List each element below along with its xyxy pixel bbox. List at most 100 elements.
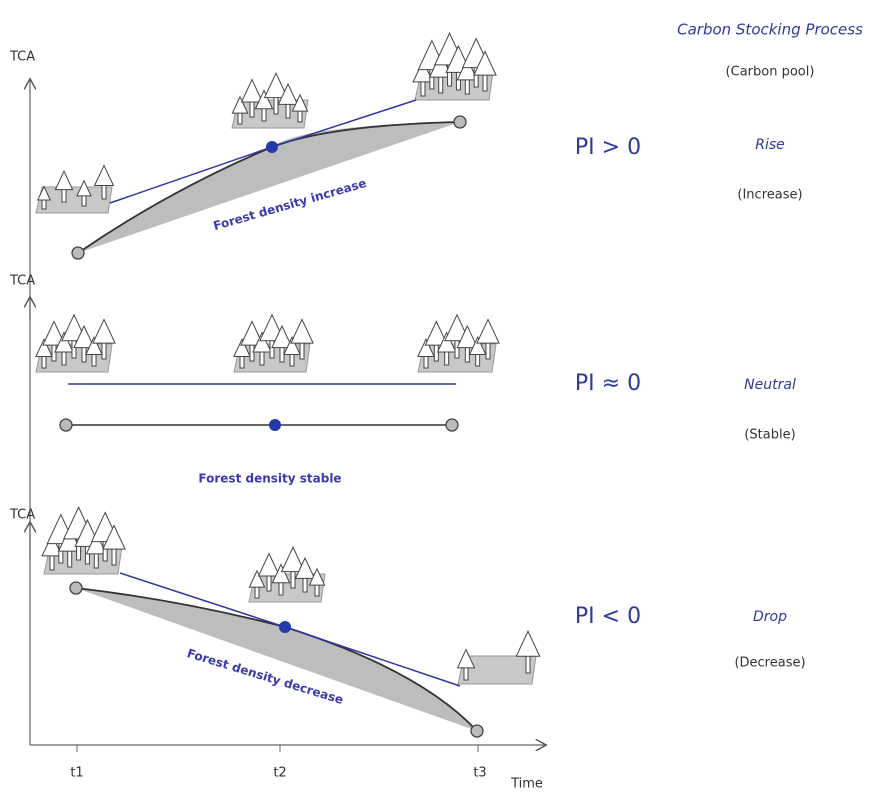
tree — [102, 524, 126, 550]
index: PI > 0 — [575, 135, 641, 160]
tree — [515, 630, 541, 657]
x-tick-label: t1 — [70, 766, 83, 781]
meaning: (Decrease) — [734, 656, 805, 671]
tree — [417, 338, 435, 357]
axis-label: TCA — [9, 274, 35, 289]
trunk — [273, 95, 279, 115]
tree — [76, 179, 92, 197]
tree — [54, 331, 74, 353]
tree — [240, 320, 264, 346]
trunk — [423, 354, 429, 369]
annotation: Forest density stable — [198, 472, 341, 486]
shaded-area — [78, 122, 460, 253]
tree — [412, 59, 434, 83]
point — [266, 141, 278, 153]
process: Drop — [753, 609, 787, 625]
trunk — [290, 569, 296, 589]
trunk — [463, 665, 469, 681]
trunk — [475, 352, 481, 367]
tree — [257, 552, 281, 577]
tree — [93, 164, 115, 187]
subtitle: (Carbon pool) — [726, 65, 815, 80]
x-axis-label: Time — [510, 777, 543, 792]
tree — [436, 331, 457, 353]
tree — [456, 57, 478, 81]
trunk — [93, 551, 99, 569]
point — [445, 418, 459, 432]
tree — [468, 336, 487, 355]
tree — [280, 546, 306, 573]
tree — [85, 531, 107, 555]
tree — [41, 533, 63, 557]
trunk — [266, 573, 272, 592]
meaning: (Stable) — [744, 428, 795, 443]
trunk — [464, 77, 470, 95]
trunk — [61, 349, 67, 366]
process: Rise — [755, 137, 785, 153]
trunk — [482, 72, 488, 92]
tree — [277, 82, 299, 105]
trunk — [279, 345, 285, 363]
trunk — [302, 576, 308, 593]
tree — [254, 89, 274, 110]
trunk — [81, 345, 87, 363]
x-tick-label: t2 — [273, 766, 286, 781]
trunk — [444, 349, 450, 366]
trunk — [111, 546, 117, 566]
trunk — [249, 99, 255, 118]
trunk — [454, 338, 460, 359]
trunk — [261, 106, 267, 122]
tree — [476, 318, 500, 344]
trunk — [101, 183, 107, 200]
tree — [263, 72, 289, 99]
point — [69, 581, 83, 595]
trunk — [525, 653, 531, 674]
trunk — [269, 338, 275, 359]
trunk — [464, 345, 470, 363]
trunk — [299, 340, 305, 360]
tree — [42, 320, 66, 346]
trunk — [420, 79, 426, 97]
tree — [240, 78, 264, 103]
tree — [456, 648, 476, 669]
tree — [36, 185, 52, 201]
point — [269, 419, 281, 431]
tree — [271, 563, 291, 584]
trunk — [259, 349, 265, 366]
tree — [456, 324, 479, 349]
point — [470, 724, 484, 738]
tree — [252, 331, 272, 353]
point — [279, 621, 291, 633]
trunk — [485, 340, 491, 360]
trunk — [289, 352, 295, 367]
index: PI < 0 — [575, 604, 641, 629]
shaded-area — [76, 588, 477, 731]
tree — [248, 569, 266, 588]
trunk — [71, 338, 77, 359]
title: Carbon Stocking Process — [677, 21, 863, 39]
trunk — [101, 340, 107, 360]
x-tick-label: t3 — [473, 766, 486, 781]
trunk — [285, 102, 291, 119]
ground — [457, 655, 537, 685]
tree — [308, 567, 326, 586]
axis-label: TCA — [9, 508, 35, 523]
tree-patches — [35, 32, 541, 685]
trunk — [61, 187, 67, 203]
tree — [73, 324, 95, 349]
tree — [424, 320, 449, 346]
tree — [290, 318, 314, 344]
tree — [473, 50, 497, 76]
tree — [294, 556, 316, 579]
meaning: (Increase) — [737, 188, 802, 203]
trunk — [278, 580, 284, 596]
trunk — [438, 74, 444, 94]
tree — [54, 170, 74, 191]
trunk — [41, 354, 47, 369]
axis-label: TCA — [9, 50, 35, 65]
trunk — [67, 548, 73, 568]
tree — [92, 318, 116, 344]
trunk — [91, 352, 97, 367]
process: Neutral — [744, 377, 796, 393]
